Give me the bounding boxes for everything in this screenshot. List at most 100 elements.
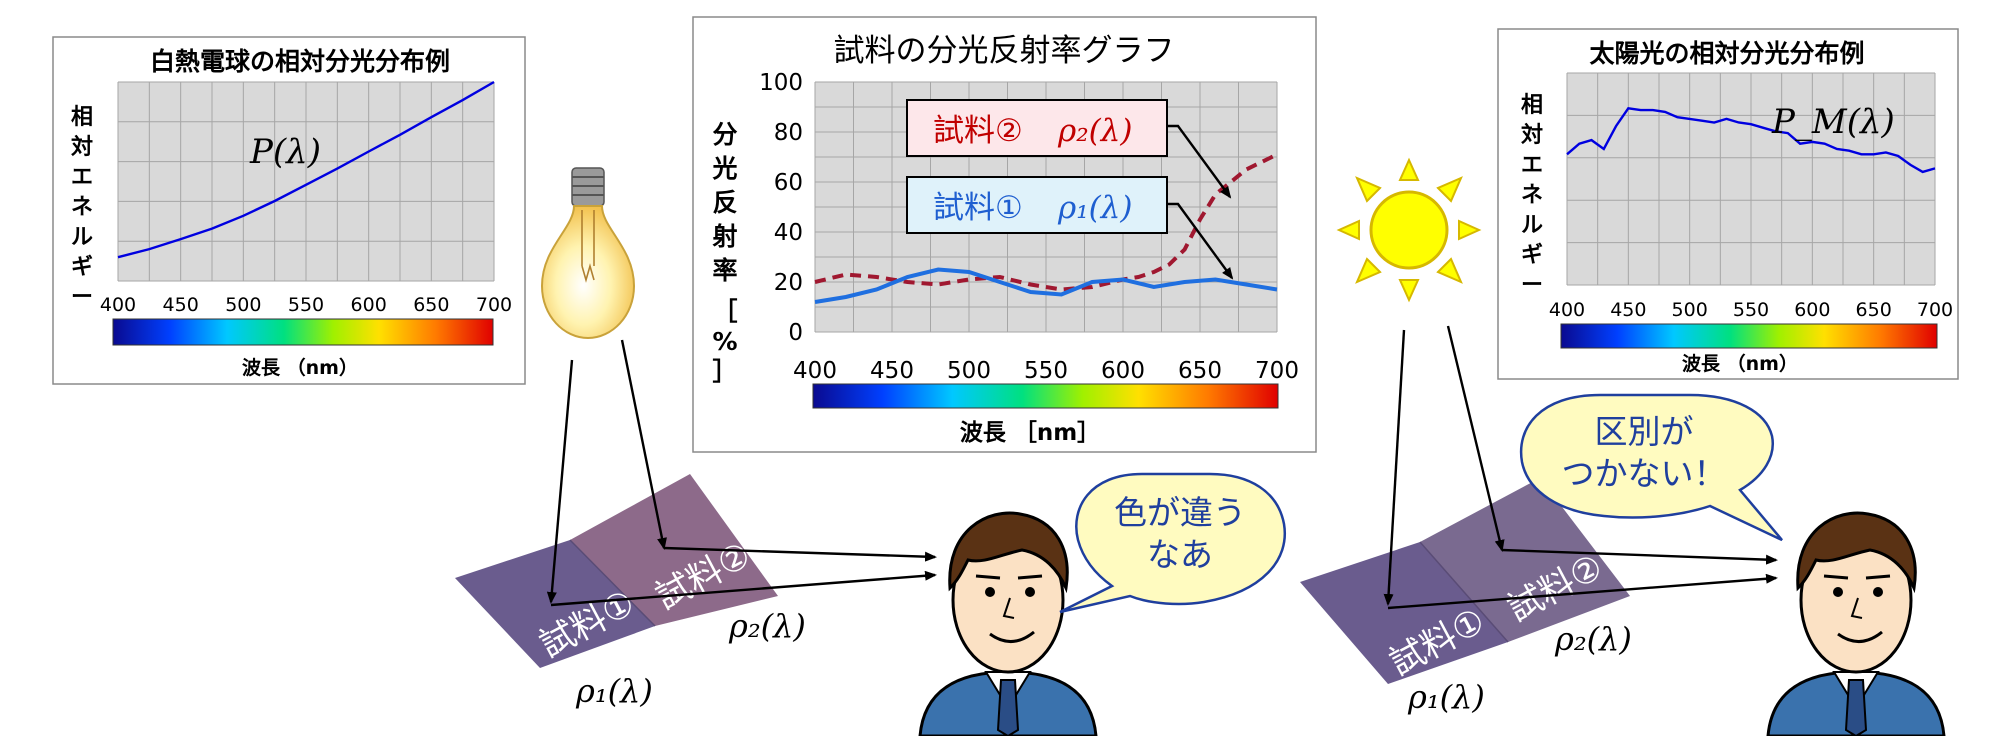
y-axis-label-char: ル [1521, 213, 1543, 238]
y-axis-label-char: 対 [71, 135, 93, 160]
y-axis-label-char: エ [71, 165, 93, 190]
person-icon [1766, 511, 1946, 736]
x-tick-label: 500 [947, 358, 991, 384]
x-tick-label: 700 [1255, 358, 1299, 384]
y-axis-label-char: 反 [712, 188, 737, 217]
y-tick-label: 100 [759, 70, 803, 96]
y-axis-label-char: 対 [1521, 123, 1543, 148]
x-tick-label: 450 [163, 294, 199, 316]
y-axis-label-char: ー [71, 285, 93, 310]
speech-bubble-left-line2: なあ [1147, 535, 1213, 574]
legend-sample2-arrow [1167, 124, 1232, 199]
person-icon [918, 511, 1098, 736]
left-chart-xticks: 400 450 500 550 600 650 700 [100, 294, 512, 316]
y-axis-label-char: ［ [712, 297, 737, 326]
y-axis-label-char: 率 [712, 256, 737, 285]
y-tick-label: 80 [774, 120, 803, 146]
light-bulb-icon [540, 167, 636, 340]
x-tick-label: 600 [1101, 358, 1145, 384]
reflect-arrow-2 [663, 546, 937, 562]
x-tick-label: 400 [1549, 299, 1585, 321]
sample1-swatch-right [1300, 542, 1508, 684]
left-chart-title: 白熱電球の相対分光分布例 [150, 47, 450, 76]
y-axis-label-char: 分 [712, 120, 737, 149]
right-chart-title: 太陽光の相対分光分布例 [1589, 39, 1864, 68]
y-axis-label-char: 相 [1521, 93, 1543, 118]
legend-sample2-label: 試料② [933, 113, 1023, 149]
legend-box-sample1: 試料① ρ₁(λ) [906, 176, 1168, 234]
reflect-arrow-1 [550, 570, 937, 607]
center-chart-xticks: 400 450 500 550 600 650 700 [793, 358, 1299, 384]
x-tick-label: 700 [1917, 299, 1953, 321]
sun-incident-arrow-2 [1446, 325, 1505, 552]
speech-bubble-left: 色が違う なあ [1059, 472, 1287, 614]
legend-box-sample2: 試料② ρ₂(λ) [906, 99, 1168, 157]
center-spectrum-bar [812, 383, 1279, 409]
incident-arrow-2 [620, 339, 667, 550]
x-tick-label: 500 [225, 294, 261, 316]
y-axis-label-char: ー [1521, 273, 1543, 298]
speech-bubble-right: 区別が つかない！ [1519, 393, 1783, 542]
legend-sample1-label: 試料① [933, 190, 1023, 226]
x-tick-label: 400 [100, 294, 136, 316]
speech-bubble-left-line1: 色が違う [1114, 493, 1246, 532]
rho1-label: ρ₁(λ) [575, 672, 653, 710]
y-tick-label: 40 [774, 220, 803, 246]
x-tick-label: 600 [1794, 299, 1830, 321]
y-axis-label-char: 光 [711, 154, 737, 183]
x-tick-label: 550 [288, 294, 324, 316]
sun-reflect-arrow-1 [1387, 573, 1778, 610]
left-chart-grid [117, 81, 495, 282]
x-tick-label: 650 [1856, 299, 1892, 321]
y-axis-label-char: ］ [712, 357, 737, 386]
x-tick-label: 450 [870, 358, 914, 384]
series-sample2-line [814, 152, 1278, 292]
speech-bubble-right-line2: つかない！ [1562, 454, 1727, 493]
y-tick-label: 0 [788, 320, 803, 346]
sun-icon [1336, 157, 1482, 303]
y-axis-label-char: ル [71, 225, 93, 250]
center-chart-xlabel: 波長 ［nm］ [960, 419, 1100, 446]
x-tick-label: 550 [1024, 358, 1068, 384]
y-axis-label-char: ギ [1521, 243, 1543, 268]
x-tick-label: 550 [1733, 299, 1769, 321]
y-axis-label-char: 相 [71, 105, 93, 130]
x-tick-label: 500 [1672, 299, 1708, 321]
series-sample1-line [814, 267, 1278, 304]
x-tick-label: 450 [1610, 299, 1646, 321]
left-curve-label: P(λ) [249, 132, 321, 172]
sample2-swatch [570, 474, 778, 626]
sun-incident-arrow-1 [1383, 329, 1406, 606]
y-tick-label: 20 [774, 270, 803, 296]
sun-reflect-arrow-2 [1501, 548, 1778, 565]
y-tick-label: 60 [774, 170, 803, 196]
center-chart-ylabel: 分光反射率 ［%］ [711, 120, 737, 386]
right-curve-label: P_M(λ) [1771, 102, 1895, 142]
right-series-line [1566, 107, 1936, 174]
rho2-label-right: ρ₂(λ) [1554, 620, 1632, 658]
right-spectrum-bar [1560, 323, 1938, 349]
right-chart-xticks: 400 450 500 550 600 650 700 [1549, 299, 1953, 321]
y-axis-label-char: ギ [71, 255, 93, 280]
right-chart-xlabel: 波長 （nm） [1682, 352, 1798, 375]
center-chart-yticks: 0 20 40 60 80 100 [759, 70, 803, 346]
y-axis-label-char: % [712, 327, 737, 356]
legend-sample1-arrow [1167, 202, 1234, 280]
rho1-label-right: ρ₁(λ) [1407, 678, 1485, 716]
samples-left: 試料① 試料② ρ₁(λ) ρ₂(λ) [455, 474, 806, 710]
y-axis-label-char: 射 [711, 222, 737, 251]
x-tick-label: 400 [793, 358, 837, 384]
y-axis-label-char: エ [1521, 153, 1543, 178]
y-axis-label-char: ネ [71, 195, 93, 220]
left-chart-xlabel: 波長 （nm） [242, 356, 358, 379]
legend-sample2-math: ρ₂(λ) [1057, 113, 1133, 149]
left-spectrum-bar [112, 318, 494, 346]
x-tick-label: 700 [476, 294, 512, 316]
speech-bubble-right-line1: 区別が [1595, 412, 1694, 451]
center-chart-title: 試料の分光反射率グラフ [834, 33, 1175, 69]
